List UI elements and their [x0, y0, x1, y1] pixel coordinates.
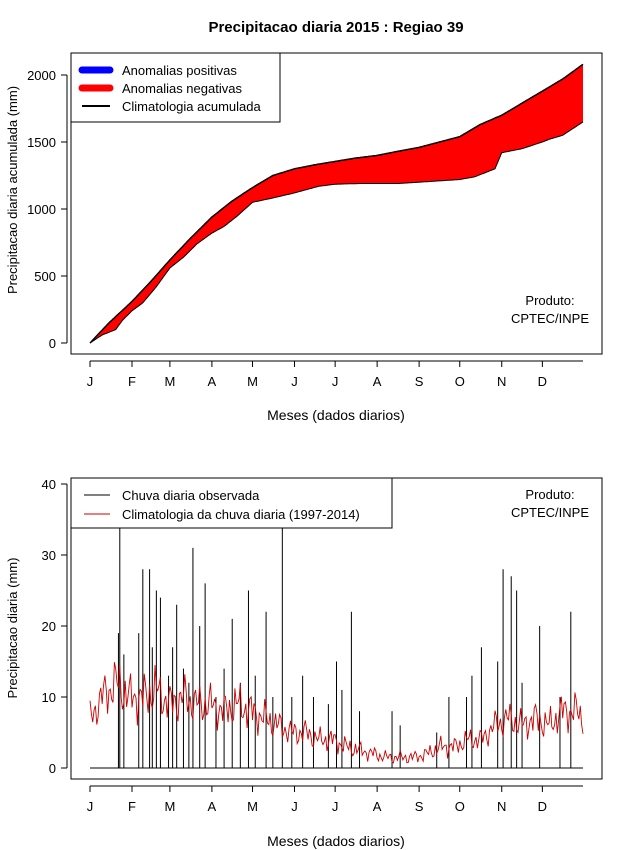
bottom-y-tick-label: 10 [42, 690, 56, 705]
bottom-x-tick-label: J [291, 799, 298, 814]
legend-negative-label: Anomalias negativas [122, 81, 242, 96]
bottom-x-tick-label: O [455, 799, 465, 814]
top-x-tick-label: J [332, 374, 339, 389]
bottom-x-tick-label: A [208, 799, 217, 814]
bottom-y-tick-label: 20 [42, 619, 56, 634]
top-x-tick-label: D [538, 374, 547, 389]
bottom-panel: 0 10 20 30 40 J F M A M J J A S O N D Meses (dados diar… [5, 477, 603, 849]
top-x-tick-label: J [87, 374, 94, 389]
bottom-x-tick-label: M [164, 799, 175, 814]
top-plot-frame [70, 52, 603, 355]
climatology-daily-line [89, 662, 584, 764]
bottom-legend: Chuva diaria observada Climatologia da c… [70, 477, 393, 529]
top-credit-line1: Produto: [525, 293, 574, 308]
bottom-x-tick-label: J [87, 799, 94, 814]
daily-bars-group [117, 480, 572, 768]
bottom-y-tick-label: 30 [42, 548, 56, 563]
bottom-y-axis: 0 10 20 30 40 [42, 477, 68, 776]
bottom-x-tick-label: N [497, 799, 506, 814]
climatology-cumulative-line [89, 63, 584, 344]
top-x-tick-label: O [455, 374, 465, 389]
top-x-tick-label: A [208, 374, 217, 389]
legend-clim-daily-label: Climatologia da chuva diaria (1997-2014) [122, 507, 360, 522]
bottom-x-tick-label: J [332, 799, 339, 814]
top-y-tick-label: 2000 [27, 68, 56, 83]
top-x-tick-label: S [415, 374, 424, 389]
top-x-tick-label: A [373, 374, 382, 389]
top-lines-group [89, 63, 584, 344]
top-x-tick-label: M [247, 374, 258, 389]
top-credit-line2: CPTEC/INPE [511, 311, 589, 326]
chart-title: Precipitacao diaria 2015 : Regiao 39 [208, 19, 463, 36]
observed-cumulative-line [89, 121, 584, 344]
bottom-legend-box [70, 477, 393, 529]
legend-observed-label: Chuva diaria observada [122, 488, 260, 503]
bottom-x-axis-label: Meses (dados diarios) [267, 833, 405, 849]
bottom-y-axis-label: Precipitacao diaria (mm) [5, 558, 20, 699]
top-x-tick-label: N [497, 374, 506, 389]
top-y-axis-label: Precipitacao diaria acumulada (mm) [5, 86, 20, 294]
bottom-credit-line2: CPTEC/INPE [511, 505, 589, 520]
top-x-tick-label: F [128, 374, 136, 389]
top-y-tick-label: 0 [49, 336, 56, 351]
bottom-x-tick-label: S [415, 799, 424, 814]
bottom-x-tick-label: A [373, 799, 382, 814]
bottom-lines-group [89, 662, 584, 769]
top-y-tick-label: 1500 [27, 135, 56, 150]
top-y-tick-label: 1000 [27, 202, 56, 217]
legend-climatology-label: Climatologia acumulada [122, 99, 262, 114]
top-x-axis-label: Meses (dados diarios) [267, 407, 405, 423]
bottom-y-tick-label: 40 [42, 477, 56, 492]
top-y-tick-label: 500 [34, 269, 56, 284]
top-y-axis: 0 500 1000 1500 2000 [27, 68, 68, 351]
bottom-y-tick-label: 0 [49, 761, 56, 776]
bottom-credit-line1: Produto: [525, 487, 574, 502]
bottom-x-tick-label: M [247, 799, 258, 814]
top-panel: 0 500 1000 1500 2000 J F M A M J J A S O N D Meses (dad… [5, 52, 603, 423]
top-legend: Anomalias positivas Anomalias negativas … [70, 52, 281, 123]
bottom-x-tick-label: D [538, 799, 547, 814]
top-x-tick-label: J [291, 374, 298, 389]
bottom-x-tick-label: F [128, 799, 136, 814]
legend-positive-label: Anomalias positivas [122, 63, 237, 78]
top-x-tick-label: M [164, 374, 175, 389]
